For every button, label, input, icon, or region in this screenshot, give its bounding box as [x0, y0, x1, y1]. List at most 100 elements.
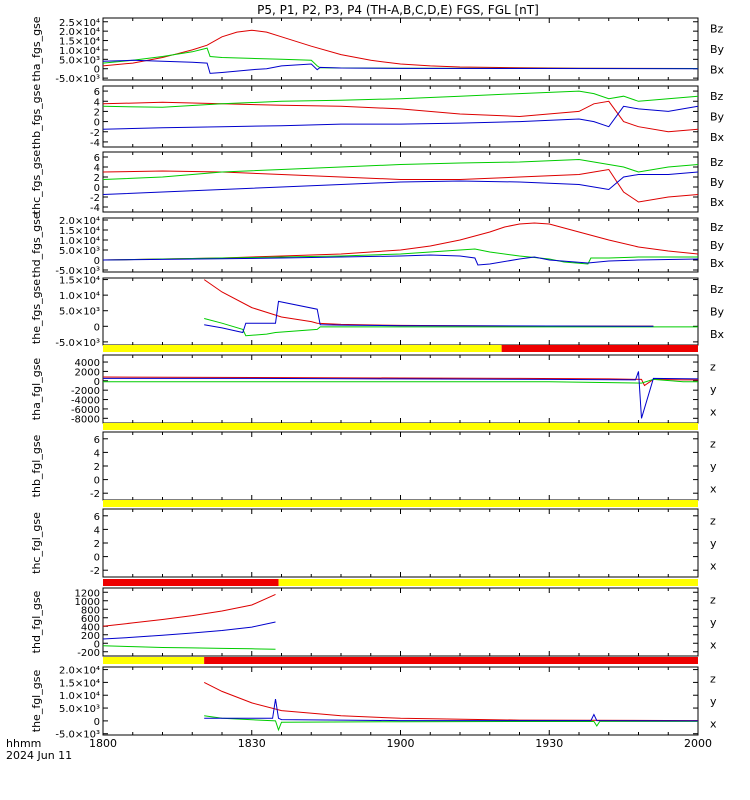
y-tick-label: 2.0×10⁴	[59, 666, 100, 677]
y-tick-label: -5.0×10³	[55, 74, 100, 85]
panel-tha_fgs_gse: 2.5×10⁴2.0×10⁴1.5×10⁴1.0×10⁴5.0×10³0-5.0…	[30, 16, 725, 85]
y-tick-label: 0	[94, 639, 100, 650]
legend-x: x	[710, 483, 717, 496]
legend-Bx: Bx	[710, 328, 725, 341]
series-line-By	[102, 158, 699, 180]
series-line-By	[102, 90, 699, 108]
y-tick-label: 4	[94, 163, 100, 174]
time-axis: 1800 1830 1900 1930 2000	[89, 737, 712, 750]
legend-Bx: Bx	[710, 257, 725, 270]
legend-Bz: Bz	[710, 22, 724, 35]
panel-frame	[102, 666, 699, 736]
panel-frame	[102, 354, 699, 424]
time-tick-label: 1830	[238, 737, 266, 750]
y-tick-label: 1.0×10⁴	[59, 291, 100, 302]
y-tick-label: 5.0×10³	[59, 704, 100, 715]
time-tick-label: 2000	[684, 737, 712, 750]
flag-segment-red	[204, 657, 698, 664]
series-line-Bz	[203, 279, 654, 327]
y-axis-label: thb_fgl_gse	[30, 434, 43, 497]
y-tick-label: -4	[90, 203, 100, 214]
y-tick-label: 1.0×10⁴	[59, 236, 100, 247]
flag-segment-yellow	[103, 500, 698, 507]
y-tick-label: -2	[90, 489, 100, 500]
y-tick-label: 0	[94, 717, 100, 728]
panel-frame	[102, 17, 699, 81]
time-tick-label: 1930	[535, 737, 563, 750]
legend-By: By	[710, 176, 725, 189]
series-line-Bx	[102, 254, 699, 266]
flag-segment-yellow	[103, 345, 502, 352]
y-tick-label: -2	[90, 566, 100, 577]
flag-segment-yellow	[103, 657, 205, 664]
y-tick-label: -2000	[71, 386, 100, 397]
legend-By: By	[710, 306, 725, 319]
y-tick-label: 6	[94, 153, 100, 164]
series-line-x	[204, 699, 699, 722]
y-tick-label: 6	[94, 435, 100, 446]
series-line-y	[103, 378, 698, 384]
panel-frame	[102, 508, 699, 578]
legend-Bz: Bz	[710, 283, 724, 296]
y-tick-label: -4000	[71, 396, 100, 407]
y-tick-label: -200	[77, 648, 100, 659]
y-tick-label: 800	[81, 605, 100, 616]
y-tick-label: 200	[81, 631, 100, 642]
y-tick-label: -8000	[71, 414, 100, 425]
y-tick-label: 4	[94, 97, 100, 108]
y-axis-label: thd_fgs_gse	[30, 212, 43, 278]
legend-y: y	[710, 616, 717, 629]
y-tick-label: 4	[94, 448, 100, 459]
legend-x: x	[710, 406, 717, 419]
legend-x: x	[710, 560, 717, 573]
y-tick-label: 0	[94, 183, 100, 194]
y-axis-label: thc_fgl_gse	[30, 512, 43, 574]
series-line-x	[103, 371, 699, 419]
panel-frame	[102, 217, 699, 273]
y-axis-label: the_fgs_gse	[30, 279, 43, 344]
y-tick-label: 0	[94, 377, 100, 388]
y-tick-label: 4000	[75, 358, 100, 369]
y-axis-label: tha_fgs_gse	[30, 16, 43, 81]
legend-Bz: Bz	[710, 156, 724, 169]
series-line-x	[102, 621, 276, 640]
legend-x: x	[710, 639, 717, 652]
series-line-Bz	[102, 168, 699, 203]
legend-y: y	[710, 383, 717, 396]
series-line-y	[204, 715, 698, 732]
y-tick-label: -5.0×10³	[55, 266, 100, 277]
y-tick-label: 6	[94, 87, 100, 98]
legend-By: By	[710, 239, 725, 252]
series-line-z	[203, 681, 699, 722]
series-line-Bx	[102, 59, 699, 74]
time-axis-label-hhmm: hhmm	[6, 737, 41, 750]
y-tick-label: 2	[94, 462, 100, 473]
y-tick-label: 2.0×10⁴	[59, 216, 100, 227]
y-tick-label: 1.5×10⁴	[59, 678, 100, 689]
y-tick-label: 1.5×10⁴	[59, 226, 100, 237]
y-tick-label: 5.0×10³	[59, 55, 100, 66]
legend-By: By	[710, 111, 725, 124]
legend-By: By	[710, 43, 725, 56]
y-axis-label: thb_fgs_gse	[30, 84, 43, 150]
series-line-Bz	[102, 29, 699, 69]
series-line-Bz	[102, 100, 699, 133]
time-axis-label-date: 2024 Jun 11	[6, 749, 72, 762]
y-axis-label: thc_fgs_gse	[30, 150, 43, 215]
legend-z: z	[710, 672, 716, 685]
series-line-Bx	[102, 171, 699, 195]
series-line-z	[102, 376, 698, 387]
y-tick-label: 2000	[75, 367, 100, 378]
y-axis-label: the_fgl_gse	[30, 670, 43, 733]
flag-segment-red	[103, 579, 279, 586]
flag-segment-yellow	[278, 579, 698, 586]
y-tick-label: 0	[94, 476, 100, 487]
y-tick-label: 1.0×10⁴	[59, 46, 100, 57]
legend-z: z	[710, 514, 716, 527]
panel-frame	[102, 85, 699, 148]
